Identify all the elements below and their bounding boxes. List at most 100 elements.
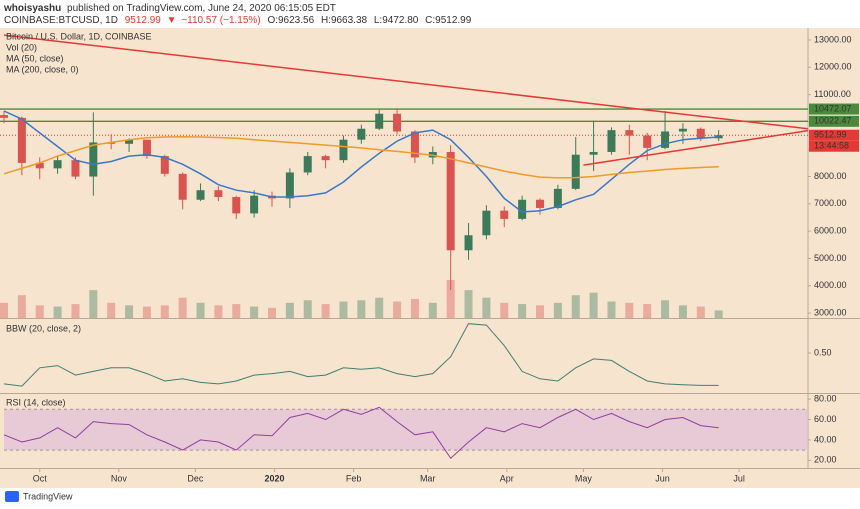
candle-body <box>35 162 44 169</box>
price: 9512.99 <box>125 15 162 26</box>
volume-bar <box>482 297 491 318</box>
candle-body <box>214 190 223 198</box>
candle-body <box>500 210 509 219</box>
volume-bar <box>589 292 598 318</box>
volume-bar <box>518 304 527 318</box>
candle-body <box>393 113 402 132</box>
candle-body <box>339 139 348 161</box>
countdown-box <box>809 140 859 152</box>
y-tick-label: 6000.00 <box>814 226 847 236</box>
candle-body <box>464 235 473 251</box>
series-line <box>3 110 719 213</box>
candle-body <box>232 197 241 214</box>
volume-bar <box>661 300 670 318</box>
candle-body <box>518 199 527 219</box>
candle-body <box>357 128 366 140</box>
candle-body <box>643 135 652 148</box>
volume-bar <box>428 302 437 318</box>
candle-body <box>53 160 62 169</box>
published: published on TradingView.com, June 24, 2… <box>67 3 336 14</box>
level-label: 10022.47 <box>814 116 852 126</box>
volume-bar <box>393 301 402 318</box>
candle-body <box>142 139 151 157</box>
x-tick-label: Feb <box>346 473 362 483</box>
y-tick-label: 5000.00 <box>814 253 847 263</box>
level-label: 10472.07 <box>814 103 852 113</box>
candle-body <box>196 190 205 200</box>
brand: TradingView <box>23 491 73 501</box>
volume-bar <box>696 306 705 318</box>
last-price-label: 9512.99 <box>814 130 847 140</box>
x-tick-label: 2020 <box>265 473 285 483</box>
ohlc-high: H:9663.38 <box>321 15 368 26</box>
candle-body <box>446 151 455 251</box>
volume-bar <box>339 301 348 318</box>
volume-bar <box>285 302 294 318</box>
y-tick-label: 3000.00 <box>814 307 847 317</box>
candle-body <box>178 173 187 200</box>
trend-line <box>583 129 809 166</box>
volume-bar <box>536 305 544 318</box>
logo-mark <box>5 491 19 502</box>
series-line <box>3 323 719 387</box>
candle-body <box>303 156 312 173</box>
ohlc-low: L:9472.80 <box>374 15 419 26</box>
candle-body <box>0 115 8 118</box>
change: −110.57 (−1.15%) <box>181 15 260 26</box>
symbol-line: COINBASE:BTCUSD, 1D 9512.99 ▼ −110.57 (−… <box>4 15 472 26</box>
legend-entry: MA (50, close) <box>6 53 64 63</box>
candle-body <box>482 210 491 236</box>
volume-bar <box>35 305 44 318</box>
arrow: ▼ <box>167 15 177 26</box>
candle-body <box>625 130 634 136</box>
volume-bar <box>17 295 26 318</box>
x-tick-label: Nov <box>111 473 128 483</box>
volume-bar <box>678 305 687 318</box>
volume-bar <box>196 302 205 318</box>
volume-bar <box>500 302 509 318</box>
series-line <box>3 135 719 179</box>
volume-bar <box>375 297 384 318</box>
y-tick-label: 0.50 <box>814 347 832 357</box>
legend-entry: MA (200, close, 0) <box>6 64 79 74</box>
symbol: COINBASE:BTCUSD, 1D <box>4 15 118 26</box>
last-price-box <box>809 129 859 141</box>
legend-entry: BBW (20, close, 2) <box>6 323 81 333</box>
y-tick-label: 7000.00 <box>814 198 847 208</box>
x-tick-label: Mar <box>420 473 436 483</box>
volume-bar <box>714 310 723 318</box>
y-tick-label: 20.00 <box>814 455 837 465</box>
candle-body <box>607 130 616 152</box>
candle-body <box>160 156 169 174</box>
volume-bar <box>89 290 98 318</box>
volume-bar <box>250 306 259 318</box>
y-tick-label: 8000.00 <box>814 171 847 181</box>
level-label-box <box>809 103 859 115</box>
footer-logo: TradingView <box>5 491 73 502</box>
candle-body <box>661 131 670 148</box>
volume-bar <box>464 290 473 318</box>
volume-bar <box>53 306 62 318</box>
candle-body <box>375 113 384 129</box>
candle-body <box>678 128 687 132</box>
y-tick-label: 4000.00 <box>814 280 847 290</box>
y-tick-label: 60.00 <box>814 414 837 424</box>
candle-body <box>589 151 598 155</box>
ohlc-open: O:9623.56 <box>267 15 314 26</box>
series-line <box>3 406 719 460</box>
volume-bar <box>410 299 419 318</box>
volume-bar <box>178 297 187 318</box>
volume-bar <box>107 302 116 318</box>
candle-body <box>285 172 294 199</box>
chart-title: Bitcoin / U.S. Dollar, 1D, COINBASE <box>6 31 152 41</box>
volume-bar <box>321 304 330 318</box>
volume-bar <box>357 300 366 318</box>
author: whoisyashu <box>3 3 61 14</box>
y-tick-label: 11000.00 <box>814 89 851 99</box>
volume-bar <box>232 304 241 318</box>
volume-bar <box>625 302 634 318</box>
volume-bar <box>571 295 580 318</box>
candle-body <box>250 195 259 214</box>
x-tick-label: Jun <box>655 473 670 483</box>
header-line: whoisyashu published on TradingView.com,… <box>3 3 336 14</box>
